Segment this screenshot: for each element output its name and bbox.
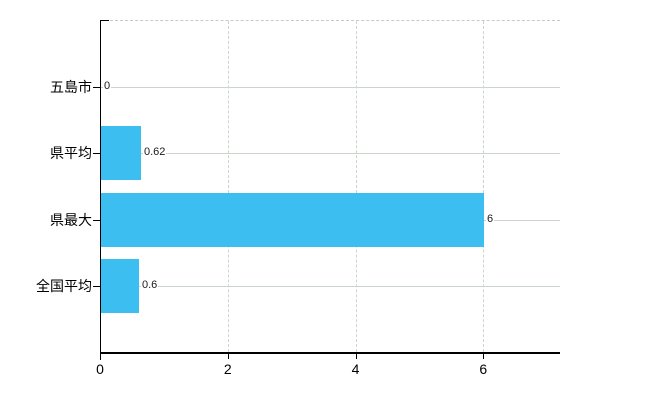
category-label: 全国平均 [36,278,92,294]
y-axis-tick [93,286,100,287]
x-tick-label: 0 [96,361,104,377]
x-tick-label: 6 [479,361,488,377]
category-label: 県最大 [50,212,92,228]
bar [101,193,484,247]
y-axis-line [100,20,101,360]
y-axis-top-cap [100,20,109,21]
x-tick-label: 4 [351,361,360,377]
bar [101,259,139,313]
category-label: 五島市 [50,79,92,95]
plot-top-border [100,20,560,21]
bar-value-label: 6 [486,213,495,226]
x-axis-tick [483,354,485,359]
bar-value-label: 0 [103,80,112,93]
bar-value-label: 0.62 [143,146,167,159]
x-axis-tick [227,354,229,359]
bar [101,126,141,180]
bar-value-label: 0.6 [141,279,159,292]
category-label: 県平均 [50,145,92,161]
x-axis-tick [355,354,357,359]
x-tick-label: 2 [223,361,232,377]
v-gridline [355,21,357,352]
h-gridline [101,286,560,287]
x-axis-tick [100,354,101,359]
y-axis-tick [93,153,100,154]
v-gridline [227,21,229,352]
h-gridline [101,87,560,88]
y-axis-tick [93,220,100,221]
v-gridline [483,21,485,352]
x-axis-line [100,352,560,354]
y-axis-tick [93,87,100,88]
h-gridline [101,153,560,154]
